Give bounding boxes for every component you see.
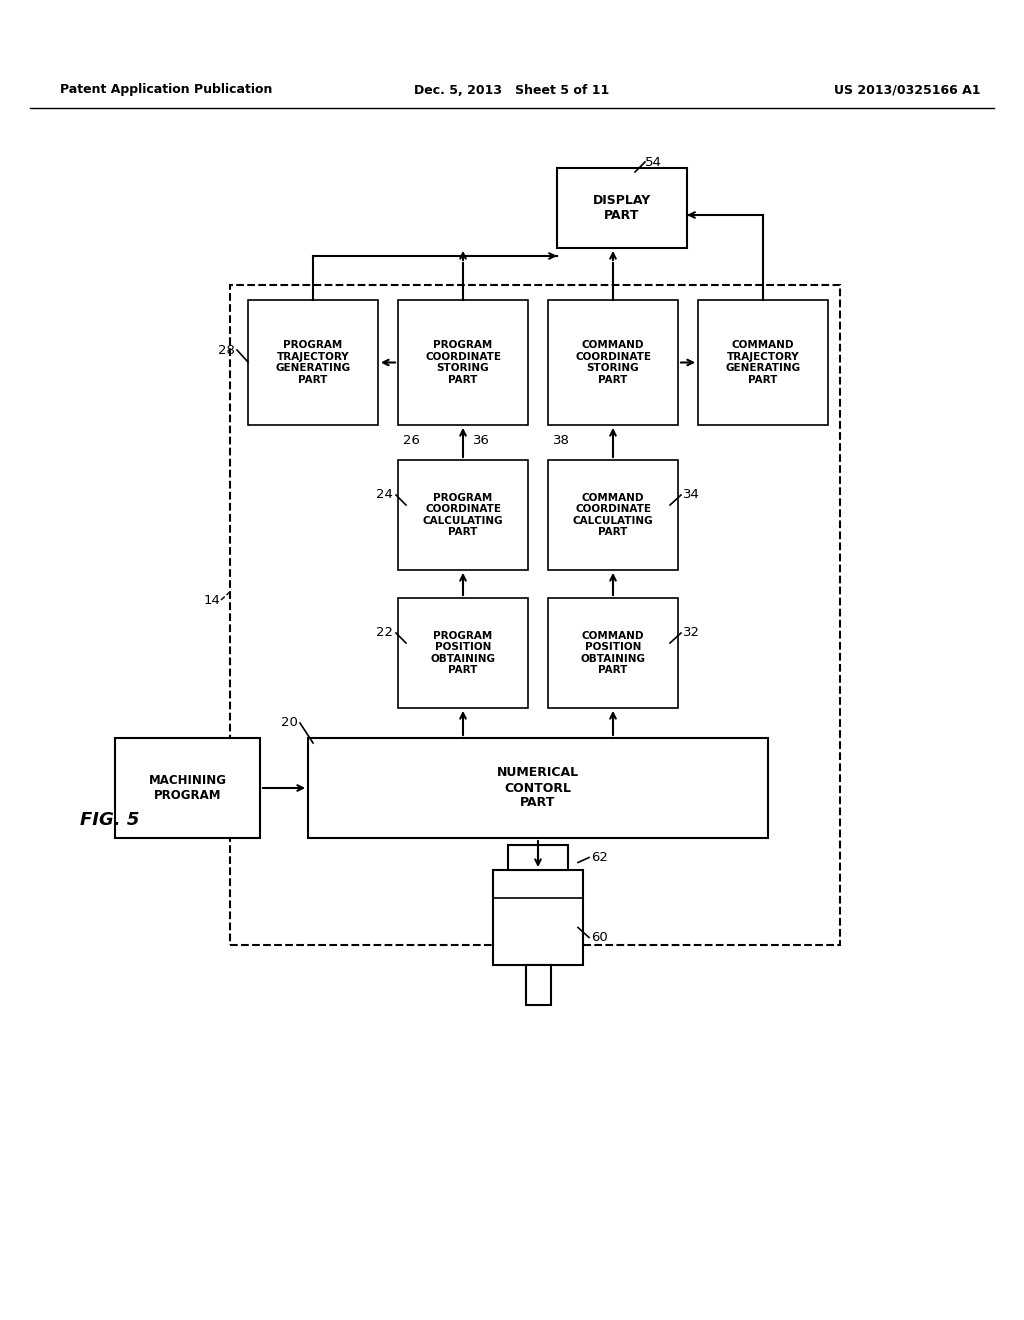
Bar bbox=[548, 300, 678, 425]
Text: DISPLAY
PART: DISPLAY PART bbox=[593, 194, 651, 222]
Text: PROGRAM
COORDINATE
STORING
PART: PROGRAM COORDINATE STORING PART bbox=[425, 341, 501, 385]
Text: MACHINING
PROGRAM: MACHINING PROGRAM bbox=[148, 774, 226, 803]
Text: Patent Application Publication: Patent Application Publication bbox=[60, 83, 272, 96]
Text: COMMAND
COORDINATE
STORING
PART: COMMAND COORDINATE STORING PART bbox=[575, 341, 651, 385]
Bar bbox=[308, 738, 768, 838]
Bar bbox=[493, 870, 583, 965]
Bar bbox=[525, 965, 551, 1005]
Bar bbox=[248, 300, 378, 425]
Text: 34: 34 bbox=[683, 488, 699, 502]
Text: PROGRAM
TRAJECTORY
GENERATING
PART: PROGRAM TRAJECTORY GENERATING PART bbox=[275, 341, 350, 385]
Bar bbox=[398, 300, 528, 425]
Text: 28: 28 bbox=[218, 343, 234, 356]
Bar bbox=[398, 598, 528, 708]
Bar bbox=[557, 168, 687, 248]
Bar bbox=[548, 598, 678, 708]
Text: COMMAND
TRAJECTORY
GENERATING
PART: COMMAND TRAJECTORY GENERATING PART bbox=[725, 341, 801, 385]
Text: US 2013/0325166 A1: US 2013/0325166 A1 bbox=[834, 83, 980, 96]
Text: Dec. 5, 2013   Sheet 5 of 11: Dec. 5, 2013 Sheet 5 of 11 bbox=[415, 83, 609, 96]
Text: 60: 60 bbox=[591, 931, 608, 944]
Text: NUMERICAL
CONTORL
PART: NUMERICAL CONTORL PART bbox=[497, 767, 579, 809]
Text: COMMAND
COORDINATE
CALCULATING
PART: COMMAND COORDINATE CALCULATING PART bbox=[572, 492, 653, 537]
Bar bbox=[698, 300, 828, 425]
Text: PROGRAM
POSITION
OBTAINING
PART: PROGRAM POSITION OBTAINING PART bbox=[430, 631, 496, 676]
Text: COMMAND
POSITION
OBTAINING
PART: COMMAND POSITION OBTAINING PART bbox=[581, 631, 645, 676]
Text: 14: 14 bbox=[203, 594, 220, 606]
Bar bbox=[548, 459, 678, 570]
Text: 54: 54 bbox=[645, 156, 662, 169]
Bar bbox=[398, 459, 528, 570]
Text: PROGRAM
COORDINATE
CALCULATING
PART: PROGRAM COORDINATE CALCULATING PART bbox=[423, 492, 504, 537]
Bar bbox=[508, 845, 568, 870]
Text: 36: 36 bbox=[473, 433, 489, 446]
Bar bbox=[230, 285, 840, 945]
Text: FIG. 5: FIG. 5 bbox=[80, 810, 139, 829]
Text: 24: 24 bbox=[376, 488, 393, 502]
Text: 22: 22 bbox=[376, 627, 393, 639]
Text: 62: 62 bbox=[591, 851, 608, 865]
Text: 20: 20 bbox=[282, 717, 298, 730]
Text: 32: 32 bbox=[683, 627, 700, 639]
Bar bbox=[115, 738, 260, 838]
Text: 38: 38 bbox=[553, 433, 570, 446]
Text: 26: 26 bbox=[403, 433, 420, 446]
